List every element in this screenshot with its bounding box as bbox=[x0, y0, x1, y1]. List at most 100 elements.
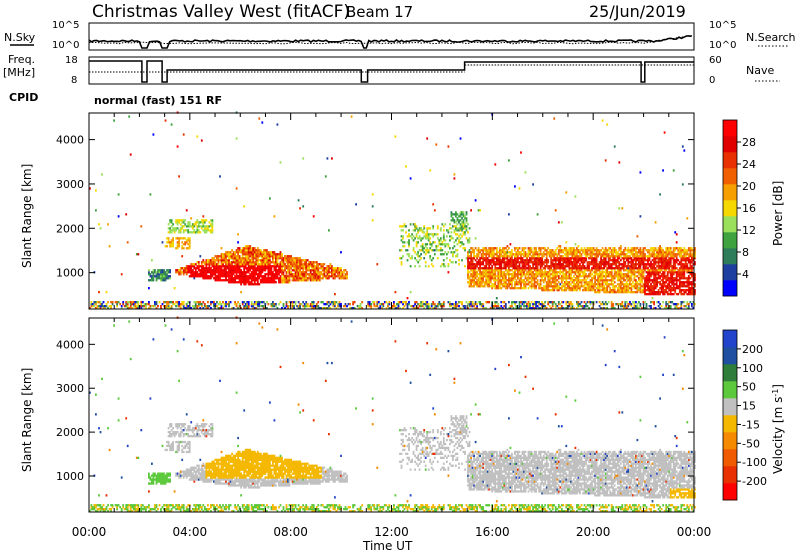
power-cell bbox=[647, 259, 649, 262]
power-cell bbox=[597, 283, 599, 286]
power-cell bbox=[533, 307, 536, 310]
power-cell bbox=[175, 269, 177, 272]
power-cell bbox=[229, 277, 232, 280]
power-cell bbox=[536, 279, 539, 282]
power-cell bbox=[169, 271, 171, 274]
power-cell bbox=[532, 307, 534, 310]
power-cell bbox=[577, 267, 580, 270]
power-cell bbox=[276, 253, 279, 256]
power-cell bbox=[535, 249, 537, 252]
power-cell bbox=[276, 263, 279, 266]
power-cell bbox=[600, 283, 602, 286]
power-cell bbox=[152, 305, 155, 308]
power-cell bbox=[594, 263, 596, 266]
power-cell bbox=[210, 261, 212, 264]
power-cell bbox=[244, 281, 247, 284]
power-cell bbox=[635, 249, 637, 252]
power-cell bbox=[202, 301, 205, 304]
power-cell bbox=[110, 301, 112, 304]
power-cell bbox=[334, 267, 336, 270]
power-cell bbox=[592, 251, 595, 254]
power-cell bbox=[644, 259, 646, 262]
power-cell bbox=[476, 249, 478, 252]
power-cell bbox=[250, 267, 253, 270]
power-cell bbox=[337, 267, 339, 270]
power-cell bbox=[269, 269, 271, 272]
power-cell bbox=[461, 227, 463, 230]
power-cell bbox=[161, 271, 164, 274]
power-cell bbox=[226, 275, 229, 278]
power-cell bbox=[648, 291, 651, 294]
power-cell bbox=[223, 273, 226, 276]
power-cell bbox=[479, 277, 481, 280]
power-cell bbox=[441, 243, 444, 246]
power-cell bbox=[645, 275, 648, 278]
power-cell bbox=[489, 267, 492, 270]
power-cell bbox=[526, 307, 528, 310]
power-cell bbox=[635, 285, 637, 288]
power-cell bbox=[160, 279, 162, 282]
power-cell bbox=[618, 257, 621, 260]
power-cell bbox=[166, 245, 168, 248]
power-cell bbox=[228, 253, 230, 256]
power-cell bbox=[524, 253, 527, 256]
power-cell bbox=[299, 277, 301, 280]
power-cell bbox=[504, 287, 507, 290]
power-cell bbox=[526, 257, 528, 260]
power-cell bbox=[598, 305, 601, 308]
power-cell bbox=[270, 251, 273, 254]
power-cell bbox=[151, 275, 153, 278]
power-cell bbox=[508, 263, 510, 266]
power-cell bbox=[548, 275, 551, 278]
power-cell bbox=[474, 199, 477, 202]
power-cell bbox=[444, 265, 447, 268]
power-cell bbox=[302, 259, 305, 262]
power-cell bbox=[340, 271, 342, 274]
power-cell bbox=[207, 263, 209, 266]
power-cell bbox=[612, 275, 615, 278]
power-cell bbox=[332, 277, 335, 280]
power-cell bbox=[551, 249, 554, 252]
power-cell bbox=[494, 305, 497, 308]
power-cell bbox=[426, 301, 429, 304]
power-cell bbox=[178, 305, 180, 308]
power-cell bbox=[633, 301, 636, 304]
power-cell bbox=[200, 219, 203, 222]
power-cell bbox=[580, 257, 583, 260]
power-cell bbox=[305, 303, 308, 306]
power-cell bbox=[650, 293, 652, 296]
power-cell bbox=[191, 275, 194, 278]
power-cell bbox=[541, 265, 543, 268]
power-cell bbox=[607, 255, 610, 258]
power-cell bbox=[207, 267, 209, 270]
power-cell bbox=[243, 305, 246, 308]
power-cell bbox=[619, 245, 622, 248]
power-cell bbox=[488, 253, 491, 256]
power-cell bbox=[591, 273, 593, 276]
power-cell bbox=[554, 305, 557, 308]
power-cell bbox=[603, 253, 605, 256]
power-cell bbox=[343, 269, 345, 272]
power-cell bbox=[220, 255, 223, 258]
power-cell bbox=[241, 275, 244, 278]
power-cell bbox=[178, 175, 180, 178]
power-cell bbox=[232, 277, 235, 280]
power-cell bbox=[657, 265, 660, 268]
power-cell bbox=[588, 289, 590, 292]
power-cell bbox=[311, 265, 314, 268]
power-cell bbox=[297, 271, 300, 274]
power-cell bbox=[607, 301, 610, 304]
power-cell bbox=[527, 277, 530, 280]
power-cell bbox=[293, 263, 295, 266]
power-cell bbox=[607, 267, 610, 270]
power-cell bbox=[506, 287, 509, 290]
power-cell bbox=[508, 273, 510, 276]
power-cell bbox=[563, 275, 566, 278]
power-cell bbox=[232, 307, 235, 310]
power-cell bbox=[589, 279, 592, 282]
power-cell bbox=[246, 263, 249, 266]
power-cell bbox=[566, 277, 569, 280]
power-cell bbox=[651, 265, 654, 268]
power-cell bbox=[644, 257, 646, 260]
power-cell bbox=[479, 303, 481, 306]
